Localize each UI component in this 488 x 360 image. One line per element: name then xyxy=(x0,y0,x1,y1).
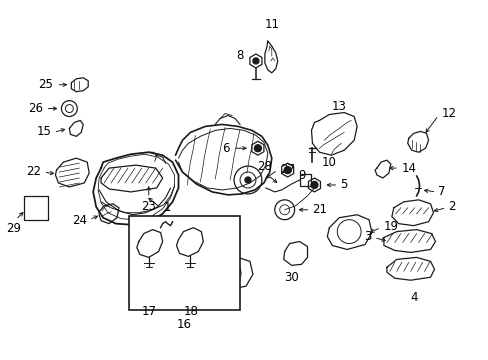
Text: 6: 6 xyxy=(222,142,230,155)
Text: 5: 5 xyxy=(340,179,347,192)
Text: 13: 13 xyxy=(331,99,346,113)
Text: 9: 9 xyxy=(298,168,305,181)
Text: 21: 21 xyxy=(312,203,327,216)
Circle shape xyxy=(284,167,290,174)
Text: 3: 3 xyxy=(364,230,371,243)
Text: 16: 16 xyxy=(177,318,192,331)
Text: 8: 8 xyxy=(236,49,244,63)
Text: 24: 24 xyxy=(72,214,87,227)
Text: 18: 18 xyxy=(183,305,199,318)
Text: 29: 29 xyxy=(6,222,21,235)
Bar xyxy=(299,174,311,186)
Text: 10: 10 xyxy=(321,156,336,168)
Circle shape xyxy=(252,58,258,64)
Text: 28: 28 xyxy=(257,160,272,173)
Text: 15: 15 xyxy=(37,125,51,138)
Text: 30: 30 xyxy=(284,271,298,284)
Text: 26: 26 xyxy=(28,102,43,115)
Circle shape xyxy=(310,181,317,188)
Text: 4: 4 xyxy=(409,291,417,304)
Text: 17: 17 xyxy=(141,305,156,318)
Text: 22: 22 xyxy=(26,165,41,177)
Text: 20: 20 xyxy=(217,297,232,310)
Bar xyxy=(129,216,240,310)
Circle shape xyxy=(244,177,250,183)
Text: 23: 23 xyxy=(141,200,156,213)
Text: 7: 7 xyxy=(438,185,445,198)
Text: 19: 19 xyxy=(383,220,398,233)
Text: 27: 27 xyxy=(279,163,294,176)
Text: 2: 2 xyxy=(447,200,455,213)
Text: 14: 14 xyxy=(401,162,416,175)
Text: 11: 11 xyxy=(264,18,279,31)
Text: 1: 1 xyxy=(163,201,171,214)
Circle shape xyxy=(254,145,261,152)
Text: 25: 25 xyxy=(39,78,53,91)
Text: 12: 12 xyxy=(441,107,455,120)
